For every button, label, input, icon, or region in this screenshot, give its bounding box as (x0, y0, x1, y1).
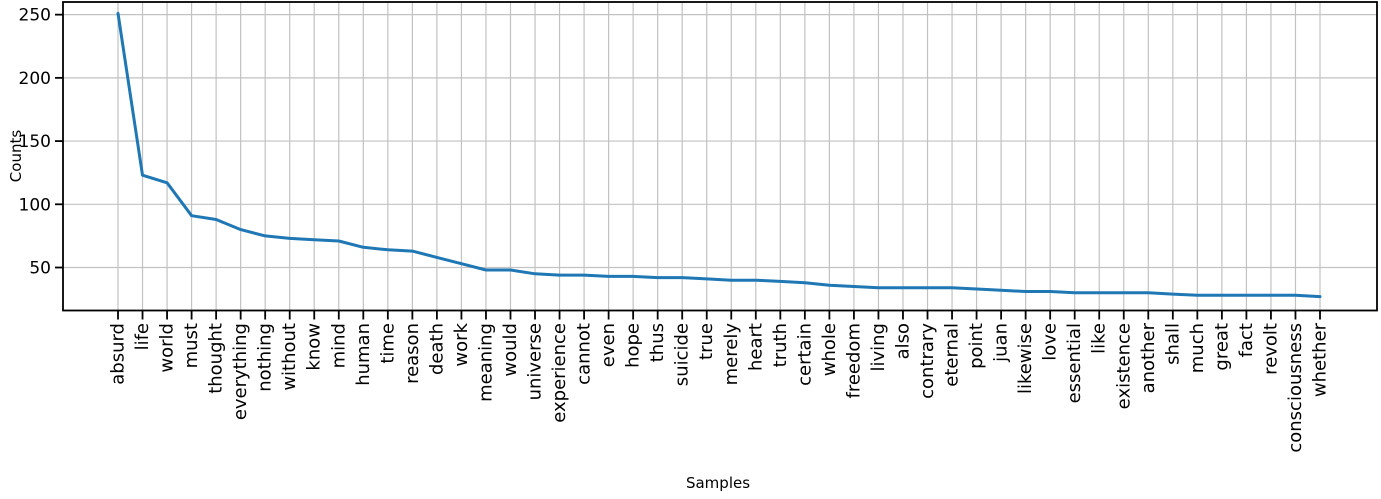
x-tick-label: heart (745, 323, 766, 371)
x-tick-label: thought (206, 323, 227, 394)
y-tick-label: 200 (19, 69, 51, 89)
x-tick-label: nothing (255, 323, 276, 392)
x-tick-label: human (353, 323, 374, 386)
x-tick-label: universe (525, 323, 546, 400)
y-tick-label: 150 (19, 132, 51, 152)
x-tick-label: thus (647, 323, 668, 362)
x-tick-label: revolt (1260, 323, 1281, 375)
x-tick-label: mind (328, 323, 349, 368)
x-tick-label: contrary (917, 323, 938, 399)
x-tick-label: reason (402, 323, 423, 384)
x-tick-label: even (598, 323, 619, 367)
x-tick-label: likewise (1015, 323, 1036, 394)
x-tick-label: work (451, 322, 472, 366)
x-tick-label: freedom (843, 323, 864, 398)
x-tick-label: time (377, 323, 398, 364)
x-tick-label: absurd (108, 323, 129, 385)
x-tick-label: must (181, 323, 202, 368)
x-tick-label: eternal (942, 323, 963, 387)
x-tick-label: hope (623, 323, 644, 368)
x-tick-label: truth (770, 323, 791, 367)
x-tick-label: whether (1310, 322, 1331, 397)
x-tick-label: shall (1162, 323, 1183, 365)
x-tick-label: also (892, 323, 913, 359)
x-tick-label: meaning (475, 323, 496, 402)
x-tick-label: death (426, 323, 447, 375)
x-tick-label: whole (819, 323, 840, 376)
x-tick-label: merely (721, 323, 742, 386)
x-tick-label: world (157, 323, 178, 373)
data-line-word-counts (116, 11, 1322, 299)
x-tick-label: know (304, 323, 325, 371)
x-tick-label: everything (230, 323, 251, 420)
x-tick-label: would (500, 323, 521, 377)
x-tick-label: true (696, 323, 717, 360)
x-tick-label: much (1187, 323, 1208, 373)
plot-border (62, 1, 1378, 312)
x-tick-label: cannot (574, 323, 595, 385)
y-tick-label: 100 (19, 195, 51, 215)
x-tick-label: experience (549, 323, 570, 423)
y-tick-label: 50 (29, 259, 51, 279)
x-tick-label: certain (794, 323, 815, 386)
x-tick-label: like (1089, 323, 1110, 354)
x-tick-label: suicide (672, 323, 693, 386)
x-tick-label: juan (991, 323, 1012, 363)
x-tick-label: point (966, 323, 987, 369)
x-tick-label: love (1040, 323, 1061, 361)
x-tick-label: great (1211, 323, 1232, 371)
x-tick-label: another (1138, 322, 1159, 393)
x-tick-label: consciousness (1285, 323, 1306, 453)
y-tick-label: 250 (19, 6, 51, 26)
x-tick-label: living (868, 323, 889, 372)
x-tick-label: without (279, 323, 300, 391)
x-axis-title: Samples (685, 474, 751, 492)
x-tick-label: life (132, 323, 153, 350)
x-tick-label: fact (1236, 323, 1257, 357)
x-tick-label: existence (1113, 323, 1134, 409)
x-tick-label: essential (1064, 323, 1085, 403)
y-axis-title: Counts (7, 129, 25, 183)
